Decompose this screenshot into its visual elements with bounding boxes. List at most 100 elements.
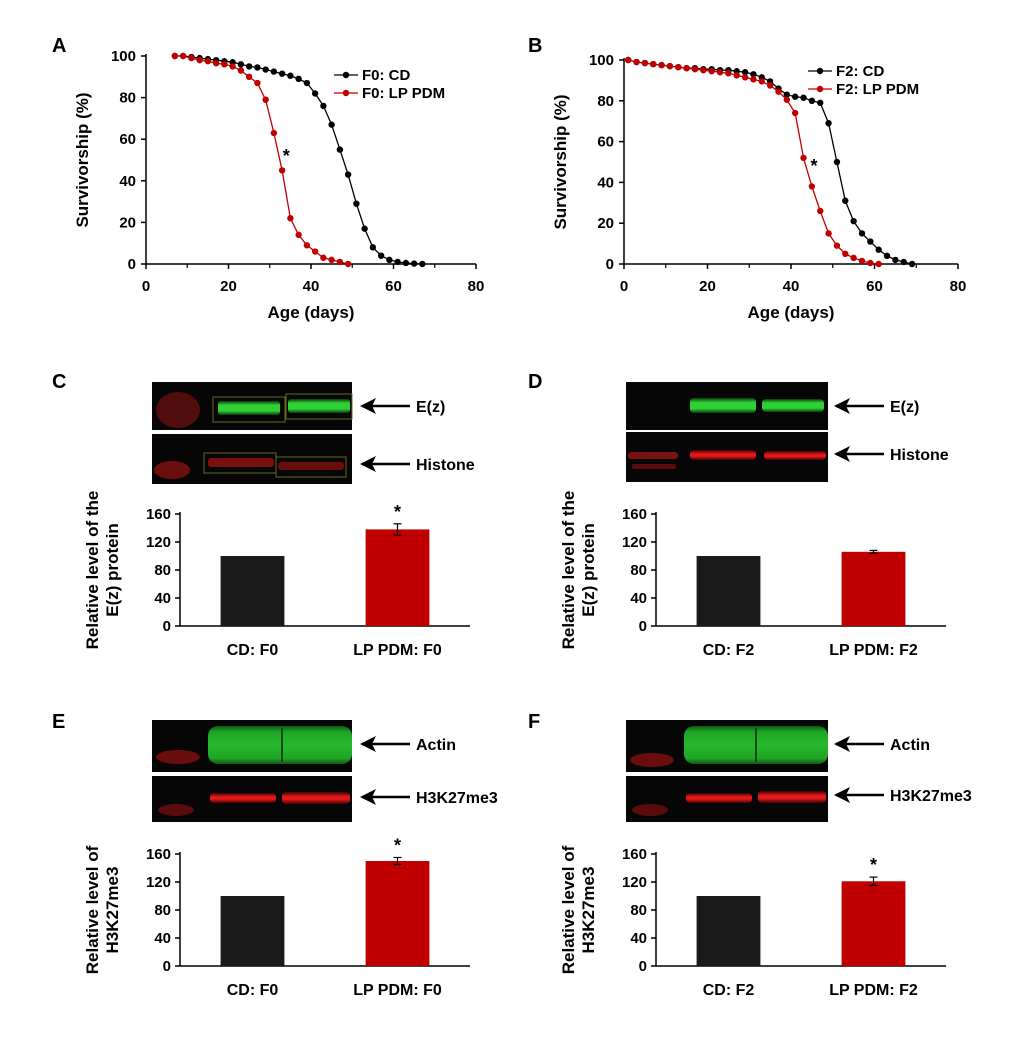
data-point xyxy=(320,102,327,110)
data-point xyxy=(750,71,757,78)
data-point xyxy=(725,70,732,77)
panel-label-c: C xyxy=(52,371,66,393)
data-point xyxy=(278,70,286,77)
data-point xyxy=(800,154,807,162)
data-point xyxy=(867,259,874,267)
y-tick-label: 40 xyxy=(154,590,171,607)
data-point xyxy=(741,74,749,81)
y-tick-label: 80 xyxy=(630,902,647,919)
y-axis-label: H3K27me3 xyxy=(579,867,598,954)
data-point xyxy=(875,246,882,253)
data-point xyxy=(867,238,874,245)
data-point xyxy=(883,252,891,260)
legend-marker xyxy=(816,67,824,75)
data-point xyxy=(766,82,774,89)
bar xyxy=(220,896,285,966)
y-tick-label: 120 xyxy=(146,874,171,891)
y-tick-label: 80 xyxy=(154,562,171,579)
data-point xyxy=(825,230,832,237)
legend-marker xyxy=(342,89,350,97)
data-point xyxy=(658,61,665,69)
x-tick-label: 40 xyxy=(783,278,800,295)
data-point xyxy=(311,90,319,97)
data-point xyxy=(758,78,765,85)
data-point xyxy=(295,75,302,83)
panel-label-d: D xyxy=(528,371,542,393)
category-label: LP PDM: F2 xyxy=(829,982,918,999)
y-tick-label: 120 xyxy=(622,874,647,891)
data-point xyxy=(808,97,816,105)
panel-label-a: A xyxy=(52,35,66,57)
data-point xyxy=(733,72,740,79)
y-tick-label: 0 xyxy=(606,256,614,273)
bar xyxy=(696,896,761,966)
x-tick-label: 20 xyxy=(220,278,237,295)
blot-label-actin: Actin xyxy=(890,737,930,754)
y-tick-label: 0 xyxy=(639,618,647,635)
data-point xyxy=(858,257,866,265)
category-label: LP PDM: F2 xyxy=(829,642,918,659)
legend-label: F2: LP PDM xyxy=(836,81,919,98)
x-axis-label: Age (days) xyxy=(748,303,835,322)
category-label: LP PDM: F0 xyxy=(353,642,442,659)
x-tick-label: 40 xyxy=(303,278,320,295)
data-point xyxy=(328,256,335,264)
data-point xyxy=(833,242,841,249)
y-axis-label: Relative level of the xyxy=(83,491,102,650)
bar xyxy=(841,881,906,966)
data-point xyxy=(171,52,179,60)
y-tick-label: 0 xyxy=(128,256,136,273)
data-point xyxy=(270,68,278,75)
y-tick-label: 80 xyxy=(154,902,171,919)
x-tick-label: 80 xyxy=(468,278,485,295)
y-tick-label: 160 xyxy=(622,846,647,863)
data-point xyxy=(344,171,352,178)
arrow-icon xyxy=(360,736,376,752)
legend-label: F0: LP PDM xyxy=(362,85,445,102)
bar xyxy=(220,556,285,626)
significance-star: * xyxy=(810,156,817,176)
blot-labels-c: E(z) Histone xyxy=(360,398,475,474)
data-point xyxy=(179,52,187,60)
data-point xyxy=(311,248,319,255)
blot-label-ez: E(z) xyxy=(416,399,445,416)
y-tick-label: 120 xyxy=(146,534,171,551)
data-point xyxy=(344,260,352,268)
data-point xyxy=(278,167,286,174)
arrow-icon xyxy=(834,787,850,803)
survival-chart-b: 0 20 40 60 80 100 0 20 40 60 80 Age (days) Survivors… xyxy=(551,52,966,322)
data-point xyxy=(650,60,657,68)
arrow-icon xyxy=(834,398,850,414)
y-tick-label: 80 xyxy=(119,90,136,107)
data-point xyxy=(641,59,649,67)
data-point xyxy=(369,244,377,251)
data-point xyxy=(817,99,824,107)
data-point xyxy=(303,79,311,87)
data-point xyxy=(783,91,791,98)
data-point xyxy=(188,54,195,62)
data-point xyxy=(410,260,418,267)
y-tick-label: 0 xyxy=(163,958,171,975)
data-point xyxy=(817,207,824,215)
legend-marker xyxy=(816,85,824,93)
y-tick-label: 40 xyxy=(630,590,647,607)
series-line xyxy=(174,55,349,265)
arrow-icon xyxy=(360,789,376,805)
data-point xyxy=(708,68,715,75)
data-point xyxy=(262,96,269,103)
y-tick-label: 120 xyxy=(622,534,647,551)
data-point xyxy=(402,259,410,267)
legend-label: F0: CD xyxy=(362,67,411,84)
data-point xyxy=(683,64,690,72)
data-point xyxy=(377,252,385,259)
blot-label-ez: E(z) xyxy=(890,399,919,416)
significance-star: * xyxy=(870,855,877,875)
data-point xyxy=(850,217,857,225)
y-tick-label: 60 xyxy=(119,131,136,148)
blot-labels-f: Actin H3K27me3 xyxy=(834,736,972,805)
significance-star: * xyxy=(283,146,290,166)
data-point xyxy=(892,256,899,264)
data-point xyxy=(386,256,393,264)
arrow-icon xyxy=(834,736,850,752)
